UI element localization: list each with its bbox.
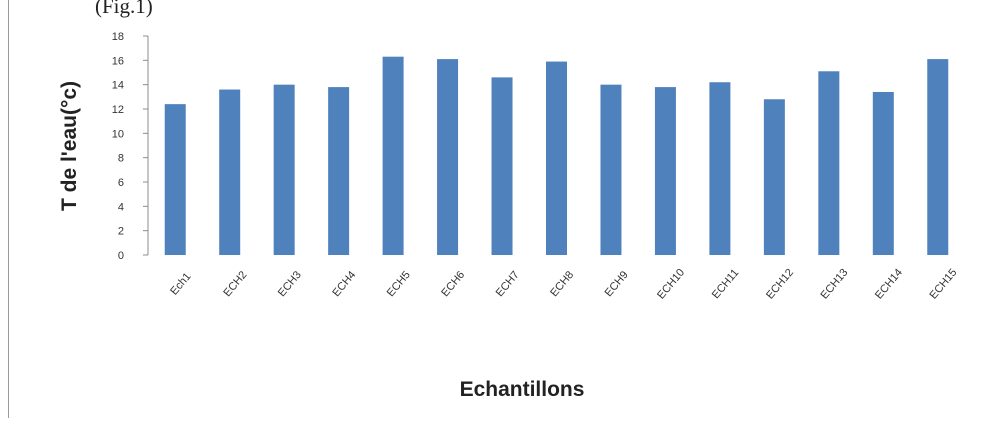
- bar-ech8: [546, 61, 567, 255]
- x-tick-label-ech2: ECH2: [221, 269, 249, 299]
- y-tick-label: 6: [118, 177, 124, 189]
- bar-ech1: [164, 104, 186, 255]
- y-tick-label: 2: [118, 226, 124, 238]
- y-ticks: 0 2 4 6 8 10 12 14 16 18: [112, 31, 148, 262]
- x-tick-label-ech4: ECH4: [330, 269, 358, 299]
- x-tick-label-ech12: ECH12: [764, 267, 796, 302]
- y-tick-label: 16: [112, 55, 124, 67]
- bar-ech14: [872, 91, 894, 255]
- x-tick-label-ech8: ECH8: [548, 269, 576, 299]
- y-tick-label: 18: [112, 31, 124, 43]
- x-tick-labels: Ech1 ECH2 ECH3 ECH4 ECH5 ECH6 ECH7 ECH8 ECH9 ECH1…: [168, 267, 959, 302]
- bar-ech5: [382, 56, 404, 255]
- x-tick-label-ech1: Ech1: [168, 271, 193, 298]
- bar-ech7: [491, 77, 513, 255]
- bar-ech2: [219, 89, 241, 256]
- bar-ech10: [654, 87, 676, 255]
- y-axis-title: T de l'eau(°c): [58, 81, 81, 211]
- bar-ech11: [709, 82, 731, 255]
- x-tick-label-ech14: ECH14: [873, 267, 905, 302]
- bar-ech4: [328, 87, 350, 255]
- bars: [164, 56, 949, 256]
- frame-border-left: [8, 0, 9, 418]
- bar-ech3: [273, 84, 295, 256]
- bar-ech9: [600, 84, 622, 256]
- bar-ech13: [818, 71, 840, 256]
- x-axis-title: Echantillons: [460, 378, 585, 401]
- x-tick-label-ech13: ECH13: [819, 267, 851, 302]
- y-tick-label: 12: [112, 104, 124, 116]
- y-tick-label: 10: [112, 128, 124, 140]
- bar-ech6: [437, 59, 459, 255]
- bar-ech12: [763, 99, 785, 256]
- x-tick-label-ech15: ECH15: [927, 267, 959, 302]
- x-tick-label-ech3: ECH3: [276, 269, 304, 299]
- y-tick-label: 0: [118, 250, 124, 262]
- x-tick-label-ech7: ECH7: [494, 269, 522, 299]
- x-tick-label-ech10: ECH10: [655, 267, 687, 302]
- y-tick-label: 4: [118, 201, 124, 213]
- y-tick-label: 8: [118, 153, 124, 165]
- figure-caption-fragment: (Fig.1): [95, 0, 153, 18]
- x-tick-label-ech9: ECH9: [603, 269, 631, 299]
- bar-ech15: [927, 59, 949, 255]
- x-tick-label-ech5: ECH5: [385, 269, 413, 299]
- y-tick-label: 14: [112, 80, 124, 92]
- x-tick-label-ech6: ECH6: [439, 269, 467, 299]
- x-tick-label-ech11: ECH11: [710, 267, 741, 301]
